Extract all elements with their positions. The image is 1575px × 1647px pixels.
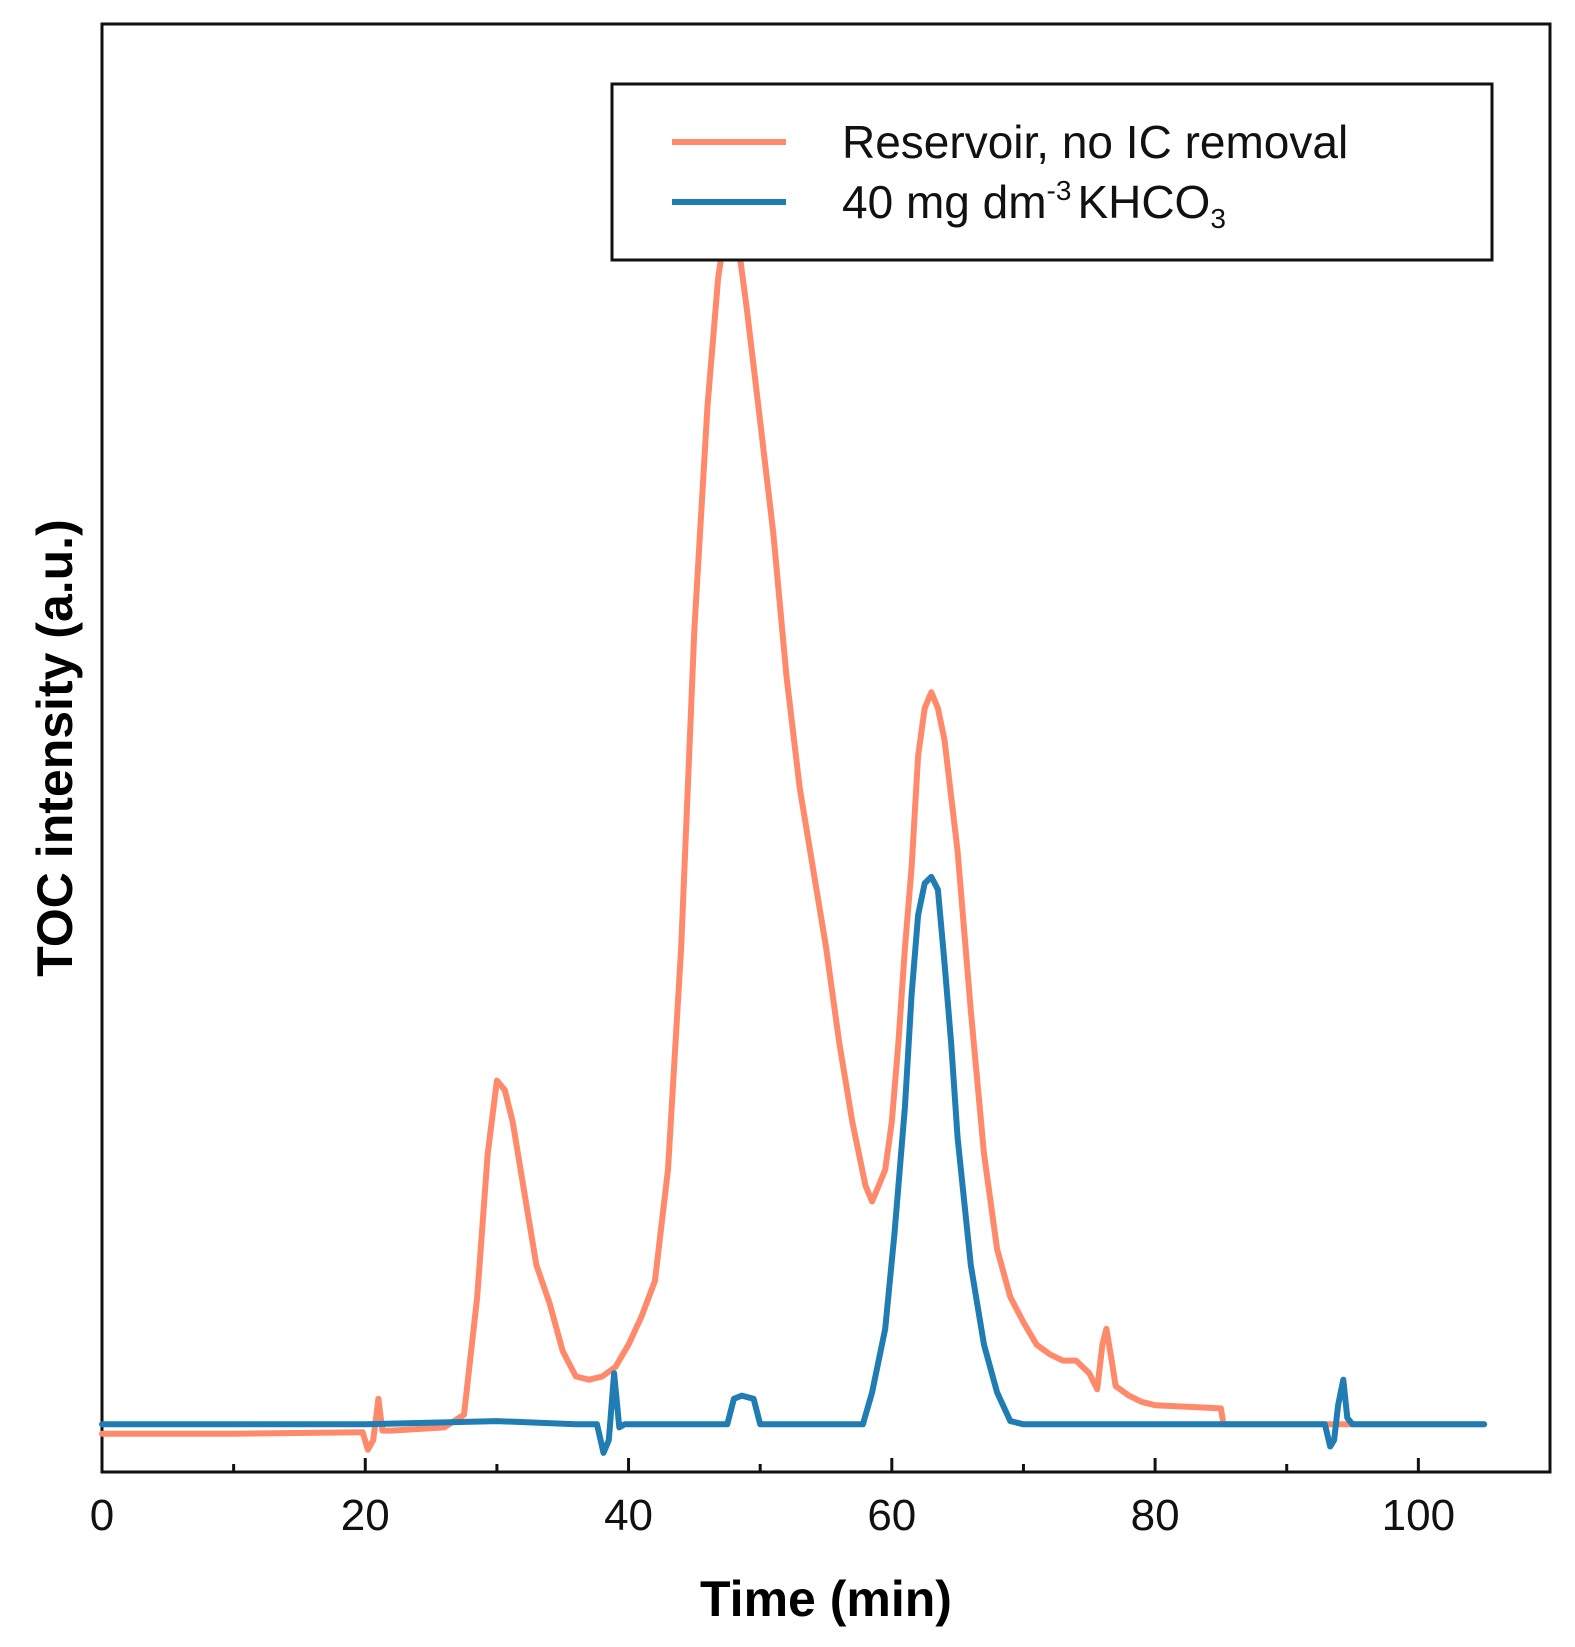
x-tick-label: 80 bbox=[1131, 1491, 1180, 1540]
plot-frame bbox=[100, 22, 1552, 1474]
legend-label-reservoir: Reservoir, no IC removal bbox=[842, 116, 1348, 168]
x-tick-label: 0 bbox=[90, 1491, 114, 1540]
series-layer bbox=[99, 211, 1488, 1456]
x-tick-label: 40 bbox=[604, 1491, 653, 1540]
x-axis-title: Time (min) bbox=[700, 1571, 952, 1627]
legend-label-khco3-chem: KHCO bbox=[1077, 176, 1210, 228]
legend-label-khco3-sup: -3 bbox=[1047, 175, 1072, 206]
x-tick-label: 20 bbox=[341, 1491, 390, 1540]
legend-label-khco3-sub: 3 bbox=[1210, 203, 1226, 234]
x-tick-label: 100 bbox=[1382, 1491, 1455, 1540]
y-axis-title: TOC intensity (a.u.) bbox=[27, 519, 83, 976]
x-tick-label: 60 bbox=[867, 1491, 916, 1540]
legend-box bbox=[610, 82, 1494, 262]
legend: Reservoir, no IC removal 40 mg dm-3 KHCO3 bbox=[610, 82, 1494, 262]
legend-label-khco3: 40 mg dm-3 KHCO3 bbox=[842, 175, 1226, 234]
series-line-khco3 bbox=[99, 873, 1488, 1456]
series-line-reservoir bbox=[99, 211, 1488, 1453]
legend-label-khco3-main: 40 mg dm bbox=[842, 176, 1047, 228]
x-axis-ticks: 0 20 40 60 80 100 bbox=[90, 1458, 1455, 1540]
